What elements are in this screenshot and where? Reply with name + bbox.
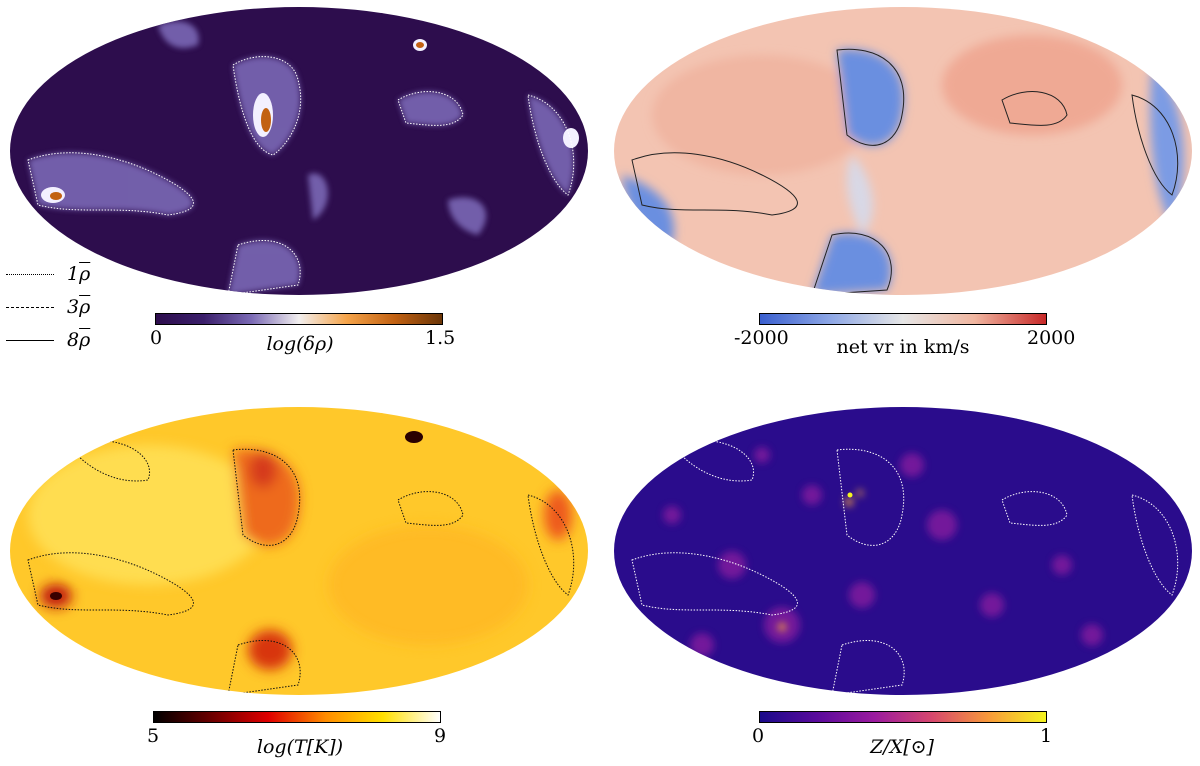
- colorbar-max-tick: 9: [434, 725, 447, 747]
- dotted-line-icon: [6, 274, 54, 275]
- colorbar-label: Z/X[⊙]: [870, 736, 934, 758]
- legend-label: 3: [67, 296, 80, 318]
- colorbar-max-tick: 2000: [1027, 327, 1076, 349]
- velocity-colorbar: [759, 313, 1047, 325]
- colorbar-max-tick: 1.5: [425, 327, 456, 349]
- temperature-colorbar: [153, 711, 441, 723]
- legend-symbol: ρ: [79, 263, 91, 285]
- legend-item-8rho: 8ρ: [0, 329, 120, 355]
- legend-symbol: ρ: [79, 329, 91, 351]
- legend-item-1rho: 1ρ: [0, 263, 120, 289]
- legend-label: 8: [67, 329, 80, 351]
- colorbar-label: log(δρ): [266, 333, 334, 355]
- colorbar-min-tick: 0: [150, 327, 163, 349]
- velocity-map: [612, 5, 1194, 297]
- colorbar-label: net vr in km/s: [836, 336, 970, 358]
- colorbar-label: log(T[K]): [256, 736, 344, 758]
- legend-item-3rho: 3ρ: [0, 296, 120, 322]
- contour-legend: 1ρ 3ρ 8ρ: [0, 263, 120, 353]
- dashdot-line-icon: [6, 307, 54, 308]
- colorbar-min-tick: 0: [752, 725, 765, 747]
- solid-line-icon: [6, 340, 54, 341]
- colorbar-min-tick: 5: [147, 725, 160, 747]
- legend-symbol: ρ: [79, 296, 91, 318]
- legend-label: 1: [67, 263, 80, 285]
- metallicity-map: [612, 405, 1194, 697]
- colorbar-min-tick: -2000: [734, 327, 789, 349]
- density-colorbar: [155, 313, 443, 325]
- density-map: [8, 5, 590, 297]
- metallicity-colorbar: [759, 711, 1047, 723]
- colorbar-max-tick: 1: [1040, 725, 1053, 747]
- temperature-map: [8, 405, 590, 697]
